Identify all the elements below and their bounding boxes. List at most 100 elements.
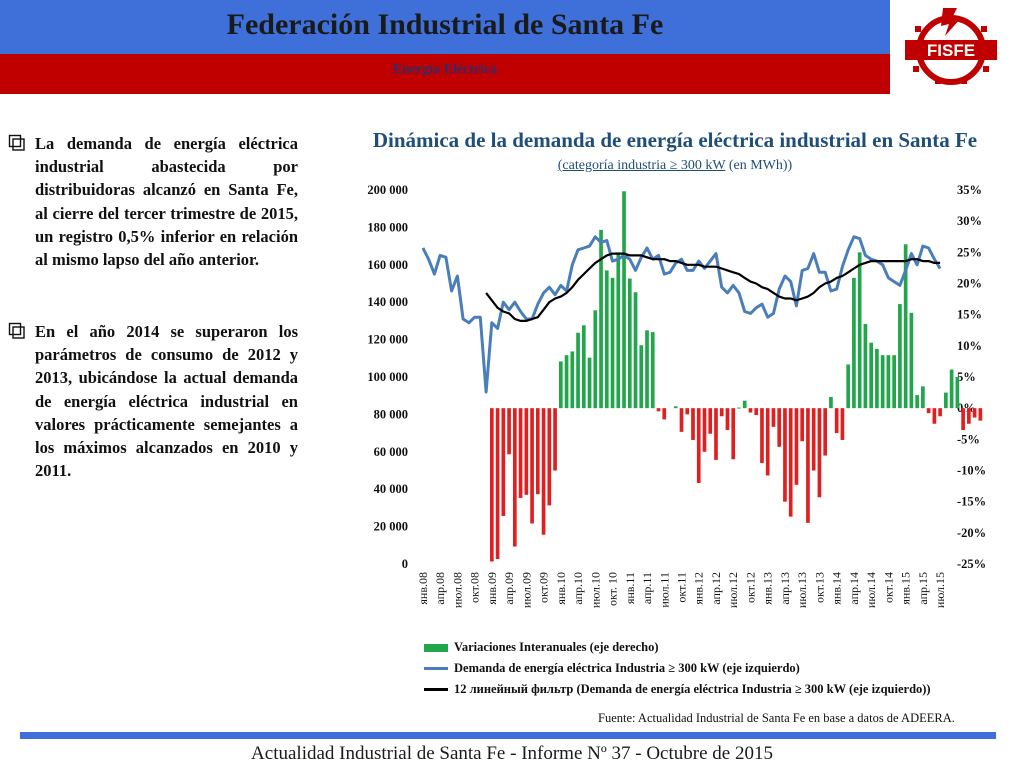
- paragraph-1: La demanda de energía eléctrica industri…: [8, 132, 298, 271]
- fisfe-logo: FISFE: [905, 8, 997, 85]
- variation-bar: [788, 408, 793, 517]
- variation-bar: [967, 408, 971, 424]
- x-tick-label: янв.11: [623, 572, 637, 604]
- variation-bar: [880, 355, 885, 409]
- variation-bar: [926, 408, 931, 414]
- variation-bar: [777, 408, 782, 447]
- x-tick-label: июл.09: [519, 572, 533, 608]
- variation-bar: [829, 396, 833, 409]
- paragraph-2: En el año 2014 se superaron los parámetr…: [8, 320, 298, 482]
- chart-legend: Variaciones Interanuales (eje derecho) D…: [424, 637, 931, 700]
- page-title: Federación Industrial de Santa Fe: [226, 8, 664, 41]
- variation-bar: [944, 392, 948, 409]
- variation-bar: [587, 357, 592, 409]
- variation-bar: [725, 408, 730, 430]
- variation-bar: [886, 355, 891, 409]
- variation-bar: [714, 408, 718, 460]
- legend-label: Variaciones Interanuales (eje derecho): [454, 640, 659, 654]
- legend-item-filter: 12 линейный фильтр (Demanda de energía e…: [424, 679, 931, 700]
- variation-bar: [535, 408, 540, 495]
- variation-bar: [834, 408, 839, 434]
- y-right-tick-label: 30%: [957, 214, 982, 228]
- variation-bar: [507, 408, 511, 455]
- x-tick-label: янв.09: [485, 572, 499, 605]
- x-tick-label: апр.10: [571, 572, 585, 605]
- variation-bar: [978, 408, 983, 421]
- y-left-tick-label: 200 000: [367, 183, 408, 197]
- variation-bar: [553, 408, 557, 471]
- variation-bar: [616, 252, 621, 409]
- variation-bar: [604, 270, 609, 409]
- variation-bar: [857, 252, 862, 409]
- variation-bar: [903, 244, 908, 409]
- x-tick-label: апр.12: [709, 572, 723, 605]
- variation-bar: [673, 406, 678, 409]
- y-left-tick-label: 20 000: [374, 520, 408, 534]
- demand-chart: 0 20 000 40 000 60 000 80 000 100 000 120 000 1…: [367, 183, 986, 608]
- x-tick-label: июл.13: [795, 572, 809, 608]
- variation-bar: [748, 408, 753, 413]
- variation-bar: [518, 408, 523, 498]
- y-left-tick-label: 140 000: [367, 295, 408, 309]
- chart-subtitle: (categoría industria ≥ 300 kW (en MWh)): [325, 158, 1024, 174]
- x-tick-label: янв.12: [692, 572, 706, 605]
- y-right-tick-label: -20%: [957, 526, 986, 540]
- variation-bar: [863, 324, 868, 409]
- variation-bar: [581, 325, 586, 409]
- y-right-tick-label: -25%: [957, 557, 986, 571]
- x-tick-label: апр.14: [847, 572, 861, 605]
- x-tick-label: окт.09: [537, 572, 551, 603]
- x-tick-label: янв.13: [761, 572, 775, 605]
- variation-bar: [932, 408, 937, 424]
- x-tick-label: янв.15: [899, 572, 913, 605]
- x-tick-label: окт.13: [812, 572, 826, 603]
- legend-swatch-line: [424, 688, 448, 691]
- variation-bar: [702, 408, 707, 452]
- x-tick-label: июл.11: [657, 572, 671, 608]
- header-band: [0, 0, 890, 54]
- variation-bar: [622, 191, 626, 409]
- y-right-tick-label: -10%: [957, 464, 986, 478]
- x-tick-label: июл.14: [864, 572, 878, 608]
- y-left-tick-label: 160 000: [367, 258, 408, 272]
- variation-bar: [696, 408, 701, 483]
- variation-bar: [645, 330, 649, 409]
- variation-bar: [599, 229, 603, 409]
- variation-bar: [875, 348, 879, 409]
- y-left-tick-label: 120 000: [367, 333, 408, 347]
- x-tick-label: апр.11: [640, 572, 654, 604]
- variation-bar: [501, 408, 506, 517]
- variation-bar: [823, 408, 828, 456]
- x-tick-label: апр.08: [433, 572, 447, 605]
- variation-bar: [892, 355, 896, 409]
- checkbox-bullet-icon: [8, 322, 25, 339]
- variation-bar: [656, 408, 661, 412]
- variation-bar: [593, 310, 598, 409]
- x-tick-label: окт.12: [743, 572, 757, 603]
- variation-bar: [938, 408, 942, 417]
- y-right-tick-label: 25%: [957, 245, 982, 259]
- y-right-tick-label: 10%: [957, 339, 982, 353]
- variation-bar: [490, 408, 494, 562]
- y-right-tick-label: -5%: [957, 432, 980, 446]
- variation-bar: [915, 395, 919, 409]
- variation-bar: [512, 408, 517, 547]
- y-right-tick-label: 5%: [957, 370, 976, 384]
- legend-item-variations: Variaciones Interanuales (eje derecho): [424, 637, 931, 658]
- y-right-tick-label: -15%: [957, 495, 986, 509]
- variation-bar: [524, 408, 529, 495]
- x-tick-label: окт.08: [468, 572, 482, 603]
- legend-item-demand: Demanda de energía eléctrica Industria ≥…: [424, 658, 931, 679]
- x-tick-label: июл.15: [933, 572, 947, 608]
- x-tick-label: апр.09: [502, 572, 516, 605]
- x-tick-label: апр.13: [778, 572, 792, 605]
- variation-bar: [909, 312, 914, 409]
- variation-bar: [576, 332, 580, 409]
- x-tick-label: июл.10: [588, 572, 602, 608]
- variation-bar: [794, 408, 799, 485]
- footer-bar: [20, 732, 996, 739]
- page-subtitle: Energía Eléctrica: [392, 62, 498, 77]
- paragraph-2-text: En el año 2014 se superaron los parámetr…: [35, 322, 298, 481]
- variation-bar: [639, 345, 644, 409]
- x-tick-label: янв.10: [554, 572, 568, 605]
